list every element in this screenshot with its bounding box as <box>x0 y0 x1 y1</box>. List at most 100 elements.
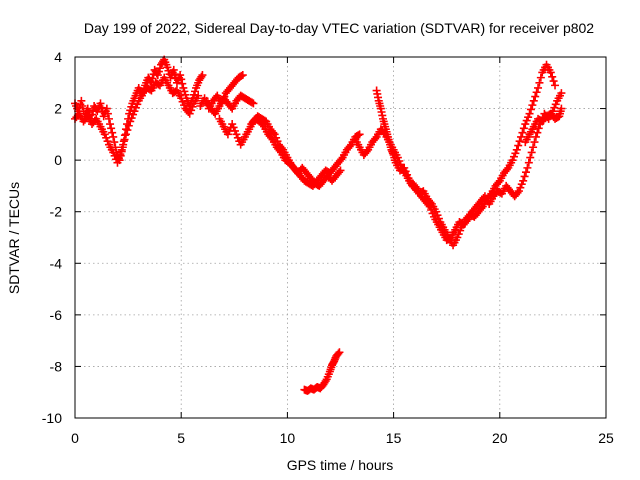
data-point <box>249 99 258 108</box>
data-point <box>462 217 471 226</box>
data-point <box>102 104 111 113</box>
axis-ticks <box>74 56 607 419</box>
data-point <box>531 132 540 141</box>
data-point <box>258 120 267 129</box>
data-point <box>521 168 530 177</box>
data-point <box>523 163 532 172</box>
data-point <box>121 130 130 139</box>
data-point <box>548 72 557 81</box>
data-point <box>109 132 118 141</box>
data-point <box>411 182 420 191</box>
data-point <box>502 165 511 174</box>
data-point <box>177 75 186 84</box>
data-point <box>113 158 122 167</box>
data-point <box>120 135 129 144</box>
y-axis-label: SDTVAR / TECUs <box>6 182 22 294</box>
data-point <box>123 126 132 135</box>
y-tick-label: 2 <box>54 101 62 117</box>
data-point <box>519 176 528 185</box>
data-point <box>525 109 534 118</box>
data-point <box>531 92 540 101</box>
plot-frame <box>74 56 607 419</box>
y-tick-label: -4 <box>50 255 63 271</box>
data-point <box>97 103 106 112</box>
y-tick-label: -8 <box>50 358 63 374</box>
data-point <box>178 79 187 88</box>
data-point <box>549 77 558 86</box>
data-point <box>512 145 521 154</box>
data-point <box>169 65 178 74</box>
x-tick-label: 20 <box>492 430 508 446</box>
data-point <box>514 141 523 150</box>
data-point <box>194 91 203 100</box>
y-tick-label: 0 <box>54 152 62 168</box>
data-point <box>536 73 545 82</box>
data-point <box>248 98 256 107</box>
data-point <box>335 168 344 177</box>
data-point <box>117 145 126 154</box>
data-point <box>119 140 128 149</box>
x-tick-labels: 0 5 10 15 20 25 <box>71 430 614 446</box>
data-point <box>96 99 105 108</box>
y-tick-label: -10 <box>42 410 62 426</box>
data-point <box>77 96 86 105</box>
data-point <box>124 121 133 130</box>
data-point <box>494 178 503 187</box>
data-point <box>551 81 560 90</box>
data-point <box>517 132 526 141</box>
data-point <box>362 147 371 156</box>
data-point <box>534 83 543 92</box>
data-point <box>87 110 96 119</box>
data-point <box>275 146 284 155</box>
data-point <box>107 124 116 133</box>
y-tick-labels: -10 -8 -6 -4 -2 0 2 4 <box>42 49 62 426</box>
data-point <box>355 130 364 139</box>
y-tick-label: 4 <box>54 49 62 65</box>
data-point <box>116 150 125 159</box>
data-point <box>535 78 544 87</box>
x-tick-label: 0 <box>71 430 79 446</box>
data-point <box>345 142 354 151</box>
data-point <box>354 131 363 140</box>
data-point <box>334 349 343 358</box>
data-point <box>533 128 542 137</box>
data-series <box>521 104 566 147</box>
data-point <box>557 104 566 113</box>
data-series <box>372 86 417 190</box>
data-point <box>524 158 533 167</box>
data-series <box>202 91 258 118</box>
data-point <box>557 89 566 98</box>
data-point <box>515 137 524 146</box>
data-point <box>520 172 529 181</box>
data-series <box>247 114 345 190</box>
data-series <box>71 73 203 167</box>
data-series <box>351 60 560 250</box>
data-point <box>527 148 536 157</box>
data-point <box>519 124 528 133</box>
data-point <box>529 143 538 152</box>
data-point <box>335 348 344 357</box>
x-tick-label: 15 <box>386 430 402 446</box>
data-point <box>371 134 380 143</box>
data-point <box>267 133 276 142</box>
data-series <box>300 348 344 395</box>
data-point <box>170 70 179 79</box>
data-point <box>103 109 112 118</box>
data-point <box>321 377 330 386</box>
data-series <box>215 112 364 190</box>
y-tick-label: -6 <box>50 307 63 323</box>
y-tick-label: -2 <box>50 204 63 220</box>
data-point <box>337 155 346 164</box>
data-point <box>238 71 247 80</box>
data-point <box>513 188 522 197</box>
data-point <box>176 71 185 80</box>
x-tick-label: 25 <box>598 430 614 446</box>
data-point <box>424 200 433 209</box>
data-point <box>526 153 535 162</box>
data-series <box>408 89 566 245</box>
data-point <box>198 71 207 80</box>
data-point <box>108 128 117 137</box>
data-point <box>529 96 538 105</box>
x-tick-label: 10 <box>280 430 296 446</box>
